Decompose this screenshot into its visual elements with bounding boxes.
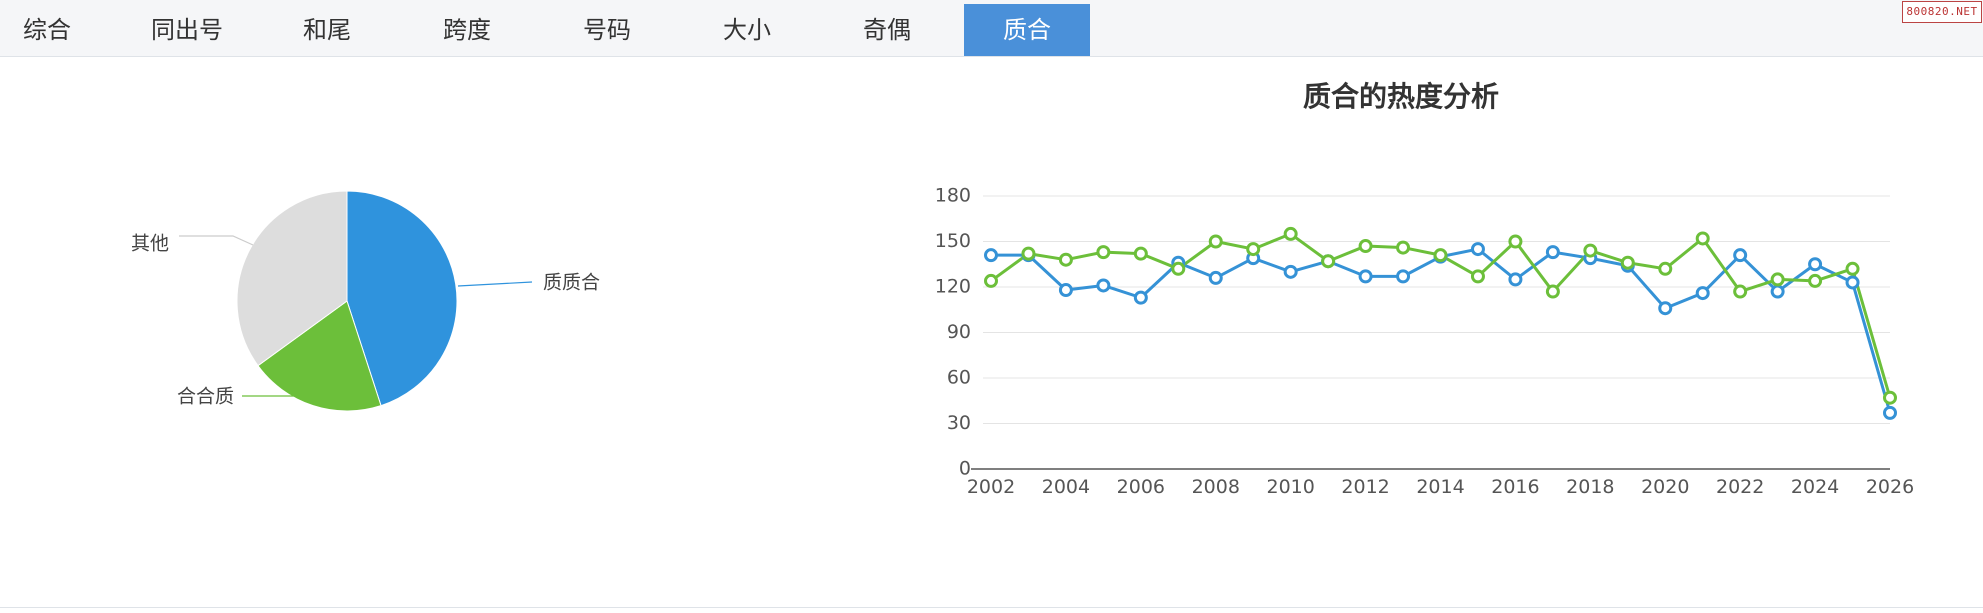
series-2-point[interactable]: [1508, 234, 1523, 249]
tab-6[interactable]: 大小: [723, 16, 771, 44]
series-1-point[interactable]: [1658, 301, 1673, 316]
series-2-point[interactable]: [1321, 254, 1336, 269]
series-2-point[interactable]: [1246, 242, 1261, 257]
series-1-point[interactable]: [1545, 245, 1560, 260]
x-tick-label: 2022: [1716, 476, 1764, 498]
x-tick-label: 2002: [967, 476, 1015, 498]
pie-chart-panel: 质质合合合质 其他: [0, 60, 880, 600]
series-1-point[interactable]: [1396, 269, 1411, 284]
series-1-point[interactable]: [1133, 290, 1148, 305]
x-tick-label: 2020: [1641, 476, 1689, 498]
series-2-point[interactable]: [1283, 226, 1298, 241]
x-tick-label: 2008: [1192, 476, 1240, 498]
pie-slice[interactable]: [257, 300, 382, 412]
series-line-1: [991, 247, 1892, 414]
tab-4[interactable]: 跨度: [443, 16, 491, 44]
y-tick-label: 30: [947, 412, 971, 434]
series-2-point[interactable]: [1583, 243, 1598, 258]
tab-2[interactable]: 同出号: [151, 16, 223, 44]
x-tick-label: 2016: [1491, 476, 1539, 498]
tab-7[interactable]: 奇偶: [863, 16, 911, 44]
x-tick-label: 2004: [1042, 476, 1090, 498]
x-tick-label: 2010: [1266, 476, 1314, 498]
series-1-point[interactable]: [1470, 242, 1485, 257]
series-1-point[interactable]: [1808, 257, 1823, 272]
series-2-point[interactable]: [1470, 269, 1485, 284]
series-1-point[interactable]: [1208, 270, 1223, 285]
y-tick-label: 0: [959, 458, 971, 480]
series-1-point[interactable]: [1358, 269, 1373, 284]
series-1-point[interactable]: [1883, 405, 1897, 420]
series-2-point[interactable]: [1358, 239, 1373, 254]
series-1-point[interactable]: [1283, 264, 1298, 279]
series-1-point[interactable]: [1845, 275, 1860, 290]
site-watermark: 800820.NET: [1902, 1, 1982, 23]
series-1-point[interactable]: [984, 248, 998, 263]
y-tick-label: 60: [947, 367, 971, 389]
x-tick-label: 2014: [1416, 476, 1464, 498]
series-2-point[interactable]: [1058, 252, 1073, 267]
series-2-point[interactable]: [1545, 284, 1560, 299]
series-2-point[interactable]: [984, 273, 998, 288]
series-2-point[interactable]: [1733, 284, 1748, 299]
pie-label-leader: [179, 235, 254, 246]
series-1-point[interactable]: [1058, 283, 1073, 298]
chart-title: 质合的热度分析: [1303, 80, 1499, 113]
series-2-point[interactable]: [1845, 261, 1860, 276]
line-chart-panel: 质合的热度分析 0 30 60 90 120 150 180 2002 2004 2006 2008 2…: [900, 60, 1983, 600]
line-chart: 质合的热度分析 0 30 60 90 120 150 180 2002 2004 2006 2008 2…: [935, 80, 1914, 498]
series-2-point[interactable]: [1208, 234, 1223, 249]
series-2-point[interactable]: [1695, 231, 1710, 246]
series-2-point[interactable]: [1620, 255, 1635, 270]
series-2-point[interactable]: [1883, 390, 1897, 405]
bottom-divider: [0, 607, 1983, 608]
tab-bar: 综合 同出号 和尾 跨度 号码 大小 奇偶 质合: [0, 0, 1983, 57]
series-2-point[interactable]: [1096, 245, 1111, 260]
y-tick-label: 180: [935, 185, 971, 207]
x-tick-label: 2024: [1791, 476, 1839, 498]
series-2-point[interactable]: [1133, 246, 1148, 261]
pie-label-leader: [242, 379, 301, 397]
x-tick-label: 2012: [1341, 476, 1389, 498]
series-1-point[interactable]: [1695, 286, 1710, 301]
y-tick-label: 90: [947, 321, 971, 343]
x-tick-label: 2006: [1117, 476, 1165, 498]
series-2-point[interactable]: [1171, 261, 1186, 276]
series-2-point[interactable]: [1808, 273, 1823, 288]
pie-slice-label: 其他: [131, 233, 169, 255]
pie-slice-label: 质质合: [543, 272, 600, 294]
series-2-point[interactable]: [1770, 272, 1785, 287]
pie-label-leader: [457, 281, 533, 287]
tab-5[interactable]: 号码: [583, 16, 631, 44]
series-2-point[interactable]: [1021, 246, 1036, 261]
x-tick-label: 2018: [1566, 476, 1614, 498]
y-tick-label: 150: [935, 230, 971, 252]
tab-8[interactable]: 质合: [964, 4, 1090, 56]
series-1-point[interactable]: [1096, 278, 1111, 293]
tab-1[interactable]: 综合: [23, 16, 71, 44]
y-tick-label: 120: [935, 276, 971, 298]
pie-slice[interactable]: [346, 190, 458, 407]
tab-3[interactable]: 和尾: [303, 16, 351, 44]
series-2-point[interactable]: [1433, 248, 1448, 263]
series-1-point[interactable]: [1770, 284, 1785, 299]
series-2-point[interactable]: [1658, 261, 1673, 276]
pie-slice-label: 合合质: [177, 386, 234, 408]
series-2-point[interactable]: [1396, 240, 1411, 255]
x-tick-label: 2026: [1866, 476, 1914, 498]
series-1-point[interactable]: [1508, 272, 1523, 287]
series-1-point[interactable]: [1733, 248, 1748, 263]
pie-slice[interactable]: [236, 190, 348, 367]
